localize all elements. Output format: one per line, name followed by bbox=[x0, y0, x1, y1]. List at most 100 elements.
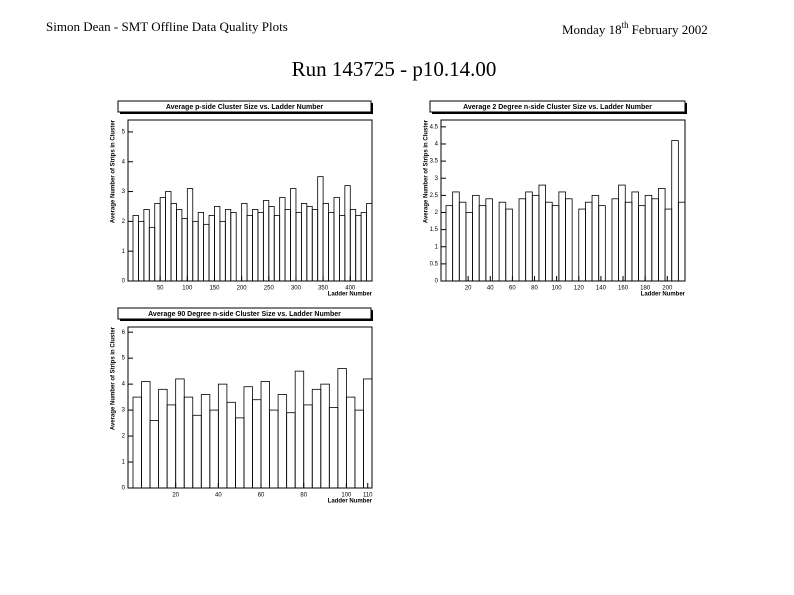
y-tick-label: 2 bbox=[122, 434, 126, 440]
bar bbox=[273, 215, 281, 282]
bar bbox=[262, 200, 270, 282]
bar bbox=[651, 198, 659, 282]
y-axis-label: Average Number of Strips in Cluster bbox=[111, 326, 117, 430]
x-tick-label: 100 bbox=[341, 493, 352, 499]
y-tick-label: 0 bbox=[122, 486, 126, 492]
bar bbox=[183, 396, 194, 489]
x-tick-label: 350 bbox=[318, 286, 329, 292]
plot-frame bbox=[440, 119, 686, 282]
bar bbox=[132, 215, 139, 282]
bar bbox=[525, 191, 533, 282]
bar bbox=[644, 194, 653, 282]
bar bbox=[317, 176, 324, 282]
bar bbox=[611, 198, 620, 282]
bar bbox=[138, 220, 145, 282]
bar bbox=[360, 212, 367, 282]
bar bbox=[286, 412, 296, 489]
x-tick-label: 300 bbox=[291, 286, 302, 292]
bar bbox=[176, 209, 183, 282]
bar bbox=[664, 208, 673, 282]
bar bbox=[300, 203, 308, 282]
bar bbox=[219, 220, 226, 282]
bar bbox=[214, 206, 221, 282]
x-tick-label: 110 bbox=[363, 493, 373, 499]
x-tick-label: 40 bbox=[487, 286, 494, 292]
bar bbox=[558, 191, 566, 282]
y-axis-label: Average Number of Strips in Cluster bbox=[111, 119, 117, 223]
bar bbox=[241, 203, 248, 282]
bar bbox=[181, 217, 188, 282]
y-tick-label: 0 bbox=[435, 279, 439, 285]
bar bbox=[252, 399, 262, 489]
bar bbox=[585, 201, 593, 282]
y-tick-label: 1 bbox=[435, 244, 439, 250]
bar bbox=[485, 198, 493, 282]
bar bbox=[235, 417, 245, 489]
x-tick-label: 400 bbox=[345, 286, 356, 292]
bar bbox=[337, 368, 347, 489]
bar bbox=[303, 404, 313, 489]
bar bbox=[322, 203, 329, 282]
y-tick-label: 4.5 bbox=[430, 124, 439, 130]
bar bbox=[598, 205, 606, 282]
x-tick-label: 200 bbox=[237, 286, 248, 292]
chart-title: Average 2 Degree n-side Cluster Size vs.… bbox=[463, 104, 652, 111]
bar bbox=[159, 197, 166, 282]
y-tick-label: 4 bbox=[122, 159, 126, 165]
bar bbox=[186, 188, 194, 282]
bar bbox=[257, 212, 264, 282]
x-tick-label: 100 bbox=[182, 286, 193, 292]
bar bbox=[154, 203, 161, 282]
bar bbox=[148, 226, 156, 282]
bar bbox=[197, 212, 205, 282]
y-tick-label: 3.5 bbox=[430, 159, 439, 165]
y-tick-label: 6 bbox=[122, 330, 126, 336]
bar bbox=[311, 388, 322, 489]
bar bbox=[671, 140, 679, 282]
bar bbox=[290, 188, 297, 282]
y-tick-label: 1 bbox=[122, 249, 126, 255]
bar bbox=[284, 209, 291, 282]
bar bbox=[260, 381, 270, 489]
x-tick-label: 120 bbox=[574, 286, 585, 292]
bar bbox=[339, 215, 346, 282]
date-sup: th bbox=[622, 20, 630, 30]
bar bbox=[192, 220, 199, 282]
bar bbox=[268, 206, 275, 282]
bar bbox=[230, 212, 237, 282]
bar bbox=[505, 208, 513, 282]
bar bbox=[518, 198, 527, 282]
bar bbox=[452, 191, 460, 282]
y-tick-label: 1 bbox=[122, 460, 126, 466]
header-left: Simon Dean - SMT Offline Data Quality Pl… bbox=[46, 19, 288, 34]
x-tick-label: 20 bbox=[465, 286, 472, 292]
bar bbox=[363, 378, 373, 489]
x-tick-label: 80 bbox=[300, 493, 307, 499]
x-tick-label: 100 bbox=[552, 286, 563, 292]
bar bbox=[328, 212, 335, 282]
bar bbox=[538, 184, 546, 282]
bar bbox=[277, 394, 288, 489]
x-tick-label: 140 bbox=[596, 286, 607, 292]
x-tick-label: 20 bbox=[172, 493, 179, 499]
bar bbox=[170, 203, 177, 282]
bar bbox=[252, 209, 259, 282]
bar bbox=[565, 198, 573, 282]
x-tick-label: 80 bbox=[531, 286, 538, 292]
bar bbox=[200, 394, 211, 489]
bar bbox=[224, 209, 232, 282]
bar bbox=[458, 201, 467, 282]
y-tick-label: 0 bbox=[122, 279, 126, 285]
chart-title: Average p-side Cluster Size vs. Ladder N… bbox=[166, 104, 324, 111]
y-tick-label: 0.5 bbox=[430, 261, 439, 267]
bar bbox=[333, 197, 340, 282]
x-tick-label: 60 bbox=[258, 493, 265, 499]
bar bbox=[175, 378, 185, 489]
bar bbox=[165, 191, 172, 282]
bar bbox=[320, 383, 330, 489]
bar bbox=[295, 212, 302, 282]
bar bbox=[344, 185, 351, 282]
title-box bbox=[117, 100, 372, 113]
x-axis-label: Ladder Number bbox=[328, 499, 373, 505]
